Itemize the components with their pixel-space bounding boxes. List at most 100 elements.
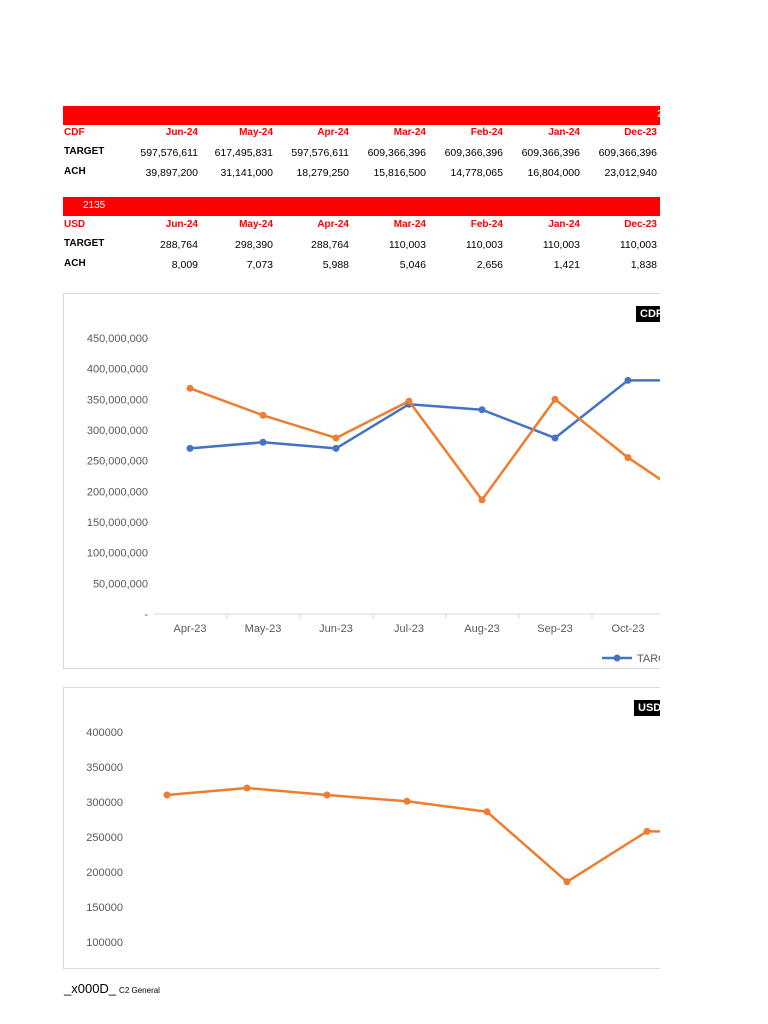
usd_table-month-5: Jan-24 bbox=[548, 219, 580, 230]
data-point-1 bbox=[259, 411, 267, 419]
y-tick-label: 150000 bbox=[86, 902, 123, 914]
usd_table-cell: 288,764 bbox=[311, 239, 349, 251]
usd_table-cell: 5,046 bbox=[399, 259, 426, 271]
legend: TARG bbox=[602, 653, 660, 665]
data-point-0 bbox=[624, 376, 632, 384]
y-tick-label: 50,000,000 bbox=[93, 578, 148, 590]
cdf_table-month-4: Feb-24 bbox=[470, 127, 503, 138]
cdf_table-cell: 609,366,396 bbox=[444, 147, 503, 159]
cdf_table-month-2: Apr-24 bbox=[317, 127, 349, 138]
cdf_table-cell: 39,897,200 bbox=[145, 167, 198, 179]
footer-main: _x000D_ bbox=[64, 981, 117, 996]
cdf_table-cell: 23,012,940 bbox=[604, 167, 657, 179]
cdf_table-cell: 609,366,396 bbox=[521, 147, 580, 159]
usd_table-cell: 110,003 bbox=[619, 239, 657, 251]
legend-label: TARG bbox=[637, 653, 660, 665]
cdf_table-cell: 31,141,000 bbox=[220, 167, 273, 179]
y-tick-label: 200,000,000 bbox=[87, 486, 148, 498]
usd_table-cell: 110,003 bbox=[542, 239, 580, 251]
cdf_table-cell: 18,279,250 bbox=[296, 167, 349, 179]
footer: _x000D_ C2 General bbox=[64, 981, 160, 996]
data-point-0 bbox=[163, 791, 171, 799]
data-point-0 bbox=[483, 808, 491, 816]
cdf_table-cell: 609,366,396 bbox=[367, 147, 426, 159]
usd_table-month-6: Dec-23 bbox=[624, 219, 657, 230]
data-point-1 bbox=[186, 384, 194, 392]
cdf_table-cell: 16,804,000 bbox=[527, 167, 580, 179]
y-tick-label: 200000 bbox=[86, 867, 123, 879]
usd_table-cell: 298,390 bbox=[235, 239, 273, 251]
usd_table-cell: 288,764 bbox=[160, 239, 198, 251]
cdf_table-cell: 597,576,611 bbox=[140, 147, 198, 159]
x-tick-label: May-23 bbox=[245, 623, 282, 635]
sheet-area: 2 CDF Jun-24 May-24 Apr-24 Mar-24 Feb-24 Jan-… bbox=[63, 106, 660, 969]
usd-header-bar: 2135 bbox=[63, 197, 660, 216]
data-point-1 bbox=[478, 496, 486, 504]
series-line-0 bbox=[166, 786, 660, 884]
x-tick-label: Sep-23 bbox=[537, 623, 572, 635]
y-tick-label: 300,000,000 bbox=[87, 425, 148, 437]
usd-chart-svg: 100000 150000 200000 250000 300000 350000 4000… bbox=[86, 727, 660, 949]
usd-chart: 100000 150000 200000 250000 300000 350000 4000… bbox=[63, 687, 660, 969]
series-line-0 bbox=[189, 379, 660, 450]
data-point-0 bbox=[323, 791, 331, 799]
y-tick-label: 450,000,000 bbox=[87, 333, 148, 345]
footer-classification: C2 General bbox=[119, 986, 160, 995]
data-point-0 bbox=[643, 827, 651, 835]
data-point-0 bbox=[243, 784, 251, 792]
data-point-1 bbox=[405, 397, 413, 405]
data-point-0 bbox=[186, 444, 194, 452]
usd_table-month-4: Feb-24 bbox=[470, 219, 503, 230]
y-tick-label: 400000 bbox=[86, 727, 123, 739]
cdf-chart: - 50,000,000 100,000,000 150,000,000 200,000… bbox=[63, 293, 660, 669]
y-tick-label: - bbox=[144, 609, 148, 621]
cdf_table-cell: 14,778,065 bbox=[450, 167, 503, 179]
usd-bar-text: 2135 bbox=[83, 200, 106, 211]
y-tick-label: 100000 bbox=[86, 937, 123, 949]
cdf_table-row-label-target: TARGET bbox=[64, 146, 105, 157]
x-tick-label: Jun-23 bbox=[319, 623, 353, 635]
series-line-1 bbox=[189, 387, 660, 502]
data-point-1 bbox=[551, 395, 559, 403]
y-tick-label: 100,000,000 bbox=[87, 548, 148, 560]
usd_table-cell: 110,003 bbox=[388, 239, 426, 251]
cdf_table-month-0: Jun-24 bbox=[165, 127, 198, 138]
cdf_table-cell: 15,816,500 bbox=[373, 167, 426, 179]
cdf_table-month-1: May-24 bbox=[239, 127, 273, 138]
usd_table-month-1: May-24 bbox=[239, 219, 273, 230]
cdf_table-month-5: Jan-24 bbox=[548, 127, 580, 138]
y-tick-label: 350000 bbox=[86, 762, 123, 774]
y-tick-label: 300000 bbox=[86, 797, 123, 809]
usd_table-cell: 1,838 bbox=[630, 259, 657, 271]
data-point-0 bbox=[551, 434, 559, 442]
y-tick-label: 400,000,000 bbox=[87, 364, 148, 376]
data-point-0 bbox=[403, 797, 411, 805]
cdf-chart-svg: - 50,000,000 100,000,000 150,000,000 200,000… bbox=[87, 333, 660, 665]
usd-chart-badge: USD bbox=[634, 700, 660, 716]
usd_table-month-0: Jun-24 bbox=[165, 219, 198, 230]
y-tick-label: 150,000,000 bbox=[87, 517, 148, 529]
cdf_table-cell: 617,495,831 bbox=[214, 147, 273, 159]
usd_table-month-3: Mar-24 bbox=[393, 219, 426, 230]
cdf_table-month-6: Dec-23 bbox=[624, 127, 657, 138]
usd_table-cell: 2,656 bbox=[476, 259, 503, 271]
legend-marker bbox=[613, 654, 621, 662]
usd-currency-label: USD bbox=[64, 219, 86, 230]
data-point-0 bbox=[332, 444, 340, 452]
y-tick-label: 250000 bbox=[86, 832, 123, 844]
data-point-1 bbox=[624, 454, 632, 462]
usd_table-cell: 1,421 bbox=[553, 259, 580, 271]
cdf-chart-badge: CDF bbox=[636, 306, 660, 322]
data-point-1 bbox=[332, 434, 340, 442]
x-tick-label: Jul-23 bbox=[394, 623, 424, 635]
data-point-0 bbox=[259, 438, 267, 446]
y-tick-label: 350,000,000 bbox=[87, 394, 148, 406]
usd_table-cell: 8,009 bbox=[171, 259, 198, 271]
x-tick-label: Apr-23 bbox=[173, 623, 206, 635]
data-point-0 bbox=[563, 878, 571, 886]
cdf-currency-label: CDF bbox=[64, 127, 85, 138]
x-tick-label: Oct-23 bbox=[611, 623, 644, 635]
usd_table-row-label-ach: ACH bbox=[64, 258, 86, 269]
cdf-bar-text: 2 bbox=[657, 109, 660, 120]
usd_table-month-2: Apr-24 bbox=[317, 219, 349, 230]
